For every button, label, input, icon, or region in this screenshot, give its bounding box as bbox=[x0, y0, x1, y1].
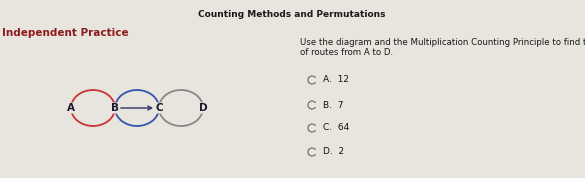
Text: Counting Methods and Permutations: Counting Methods and Permutations bbox=[198, 10, 386, 19]
Text: D.  2: D. 2 bbox=[323, 148, 344, 156]
Text: Use the diagram and the Multiplication Counting Principle to find the number
of : Use the diagram and the Multiplication C… bbox=[300, 38, 585, 57]
Text: C.  64: C. 64 bbox=[323, 124, 349, 132]
Text: A.  12: A. 12 bbox=[323, 75, 349, 85]
Text: D: D bbox=[199, 103, 207, 113]
Text: Independent Practice: Independent Practice bbox=[2, 28, 129, 38]
Text: B: B bbox=[111, 103, 119, 113]
Text: C: C bbox=[155, 103, 163, 113]
Text: A: A bbox=[67, 103, 75, 113]
Text: B.  7: B. 7 bbox=[323, 101, 343, 109]
